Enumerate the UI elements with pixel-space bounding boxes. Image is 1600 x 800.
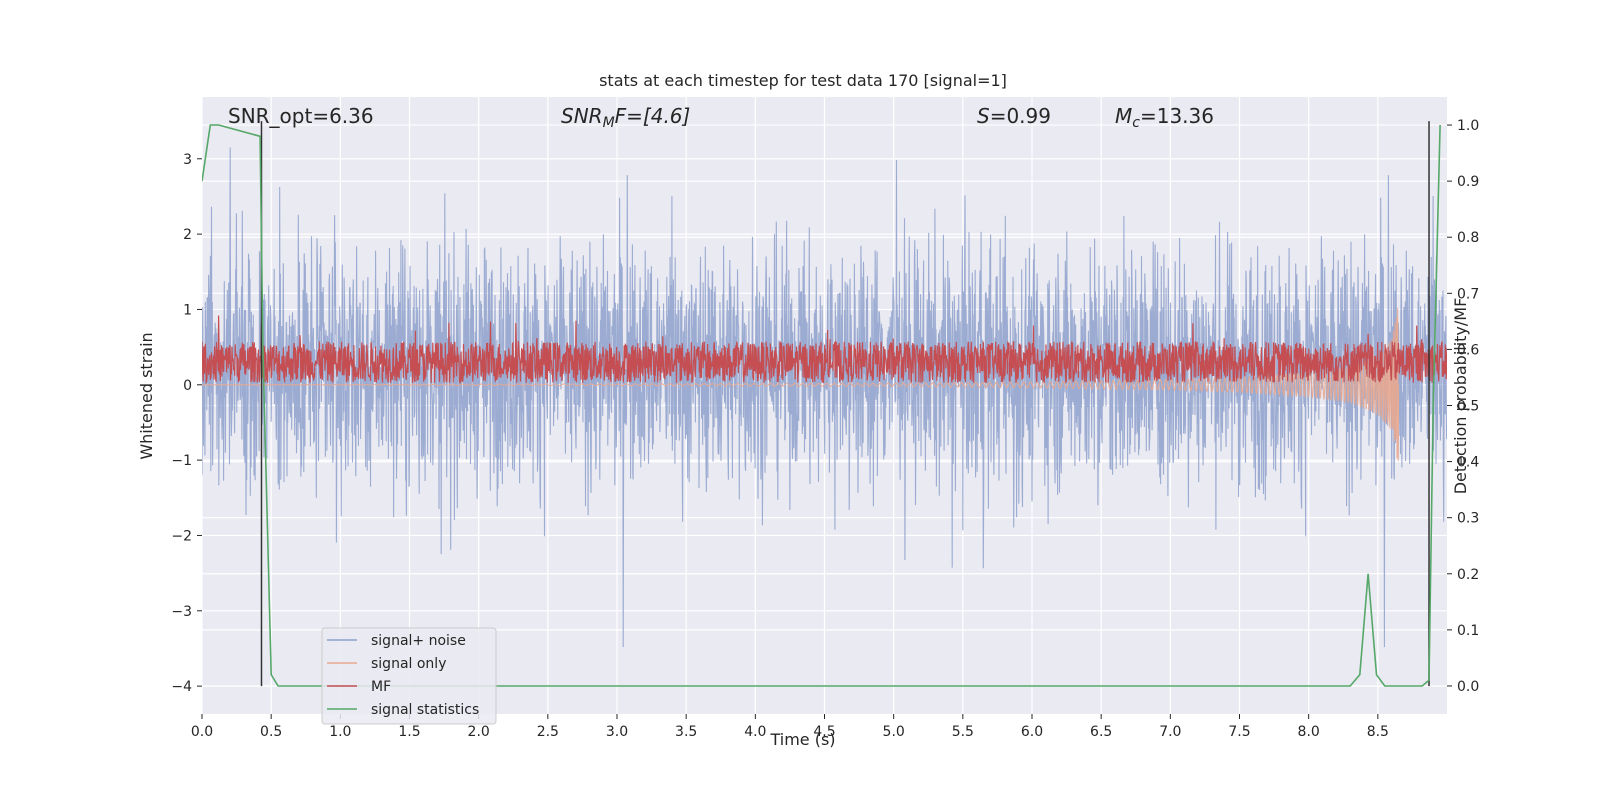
series-signal-statistics-line bbox=[202, 124, 1441, 687]
annotation-mc-rest: =13.36 bbox=[1140, 104, 1214, 128]
x-tick-label: 1.0 bbox=[329, 724, 351, 740]
x-tick-label: 5.0 bbox=[883, 724, 905, 740]
x-tick-label: 3.5 bbox=[675, 724, 697, 740]
annotation-s-italic: S bbox=[977, 104, 990, 128]
y-right-tick-label: 0.2 bbox=[1457, 567, 1479, 583]
chart-title: stats at each timestep for test data 170… bbox=[599, 71, 1007, 90]
series-mf-line bbox=[202, 315, 1447, 385]
x-tick-label: 6.5 bbox=[1090, 724, 1112, 740]
annotation-mc-sub: c bbox=[1132, 115, 1140, 131]
y-right-tick-label: 0.7 bbox=[1457, 286, 1479, 302]
y-left-tick-label: 1 bbox=[183, 302, 192, 318]
y-right-tick-label: 0.5 bbox=[1457, 399, 1479, 415]
y-left-tick-label: 3 bbox=[183, 152, 192, 168]
annotation-s-rest: =0.99 bbox=[990, 104, 1051, 128]
annotation-s: S=0.99 bbox=[977, 104, 1051, 128]
annotation-snr-mf-main: SNR bbox=[561, 104, 603, 128]
y-right-tick-label: 0.3 bbox=[1457, 511, 1479, 527]
x-tick-label: 0.0 bbox=[191, 724, 213, 740]
y-axis-right-ticks: 0.0 0.1 0.2 0.3 0.4 0.5 0.6 0.7 0.8 0.9 1.0 bbox=[1447, 118, 1479, 695]
x-tick-label: 4.0 bbox=[744, 724, 766, 740]
y-left-tick-label: 0 bbox=[183, 378, 192, 394]
y-right-tick-label: 0.8 bbox=[1457, 230, 1479, 246]
y-right-tick-label: 0.9 bbox=[1457, 174, 1479, 190]
annotation-mc-main: M bbox=[1115, 104, 1132, 128]
legend-label-signal-only: signal only bbox=[371, 656, 446, 672]
annotation-snr-mf: SNRMF=[4.6] bbox=[561, 104, 690, 131]
x-tick-label: 5.5 bbox=[952, 724, 974, 740]
annotation-snr-mf-rest: F=[4.6] bbox=[615, 104, 691, 128]
y-axis-left-ticks: −4 −3 −2 −1 0 1 2 3 bbox=[171, 152, 202, 695]
x-tick-label: 8.0 bbox=[1298, 724, 1320, 740]
x-tick-label: 3.0 bbox=[606, 724, 628, 740]
x-tick-label: 0.5 bbox=[260, 724, 282, 740]
y-right-tick-label: 0.0 bbox=[1457, 679, 1479, 695]
series-signal-only-line bbox=[202, 307, 1400, 461]
legend-box bbox=[321, 627, 497, 725]
y-right-tick-label: 1.0 bbox=[1457, 118, 1479, 134]
legend-label-signal-noise: signal+ noise bbox=[371, 633, 466, 649]
annotation-mc: Mc=13.36 bbox=[1115, 104, 1214, 131]
x-axis-ticks: 0.0 0.5 1.0 1.5 2.0 2.5 3.0 3.5 4.0 4.5 5.0 5.5 6.0 6… bbox=[191, 714, 1389, 740]
x-tick-label: 1.5 bbox=[398, 724, 420, 740]
y-left-tick-label: −3 bbox=[171, 604, 192, 620]
y-axis-right-label: Detection probability/MF bbox=[1451, 298, 1470, 495]
x-tick-label: 4.5 bbox=[813, 724, 835, 740]
x-tick-label: 8.5 bbox=[1367, 724, 1389, 740]
x-tick-label: 7.0 bbox=[1159, 724, 1181, 740]
legend: signal+ noise signal only MF signal stat… bbox=[321, 627, 497, 725]
plot-series bbox=[202, 121, 1447, 687]
x-tick-label: 2.5 bbox=[537, 724, 559, 740]
annotation-snr-mf-sub: M bbox=[603, 115, 615, 131]
y-left-tick-label: −2 bbox=[171, 528, 192, 544]
y-left-tick-label: 2 bbox=[183, 227, 192, 243]
series-signal-noise-line bbox=[202, 147, 1447, 648]
y-right-tick-label: 0.1 bbox=[1457, 623, 1479, 639]
y-right-tick-label: 0.6 bbox=[1457, 342, 1479, 358]
x-tick-label: 7.5 bbox=[1228, 724, 1250, 740]
y-axis-left-label: Whitened strain bbox=[137, 332, 156, 459]
y-right-tick-label: 0.4 bbox=[1457, 455, 1479, 471]
legend-label-signal-statistics: signal statistics bbox=[371, 702, 479, 718]
x-tick-label: 6.0 bbox=[1021, 724, 1043, 740]
legend-label-mf: MF bbox=[371, 679, 391, 695]
x-tick-label: 2.0 bbox=[468, 724, 490, 740]
annotation-snr-opt: SNR_opt=6.36 bbox=[228, 104, 374, 128]
y-left-tick-label: −1 bbox=[171, 453, 192, 469]
y-left-tick-label: −4 bbox=[171, 679, 192, 695]
x-axis-label: Time (s) bbox=[769, 730, 835, 749]
